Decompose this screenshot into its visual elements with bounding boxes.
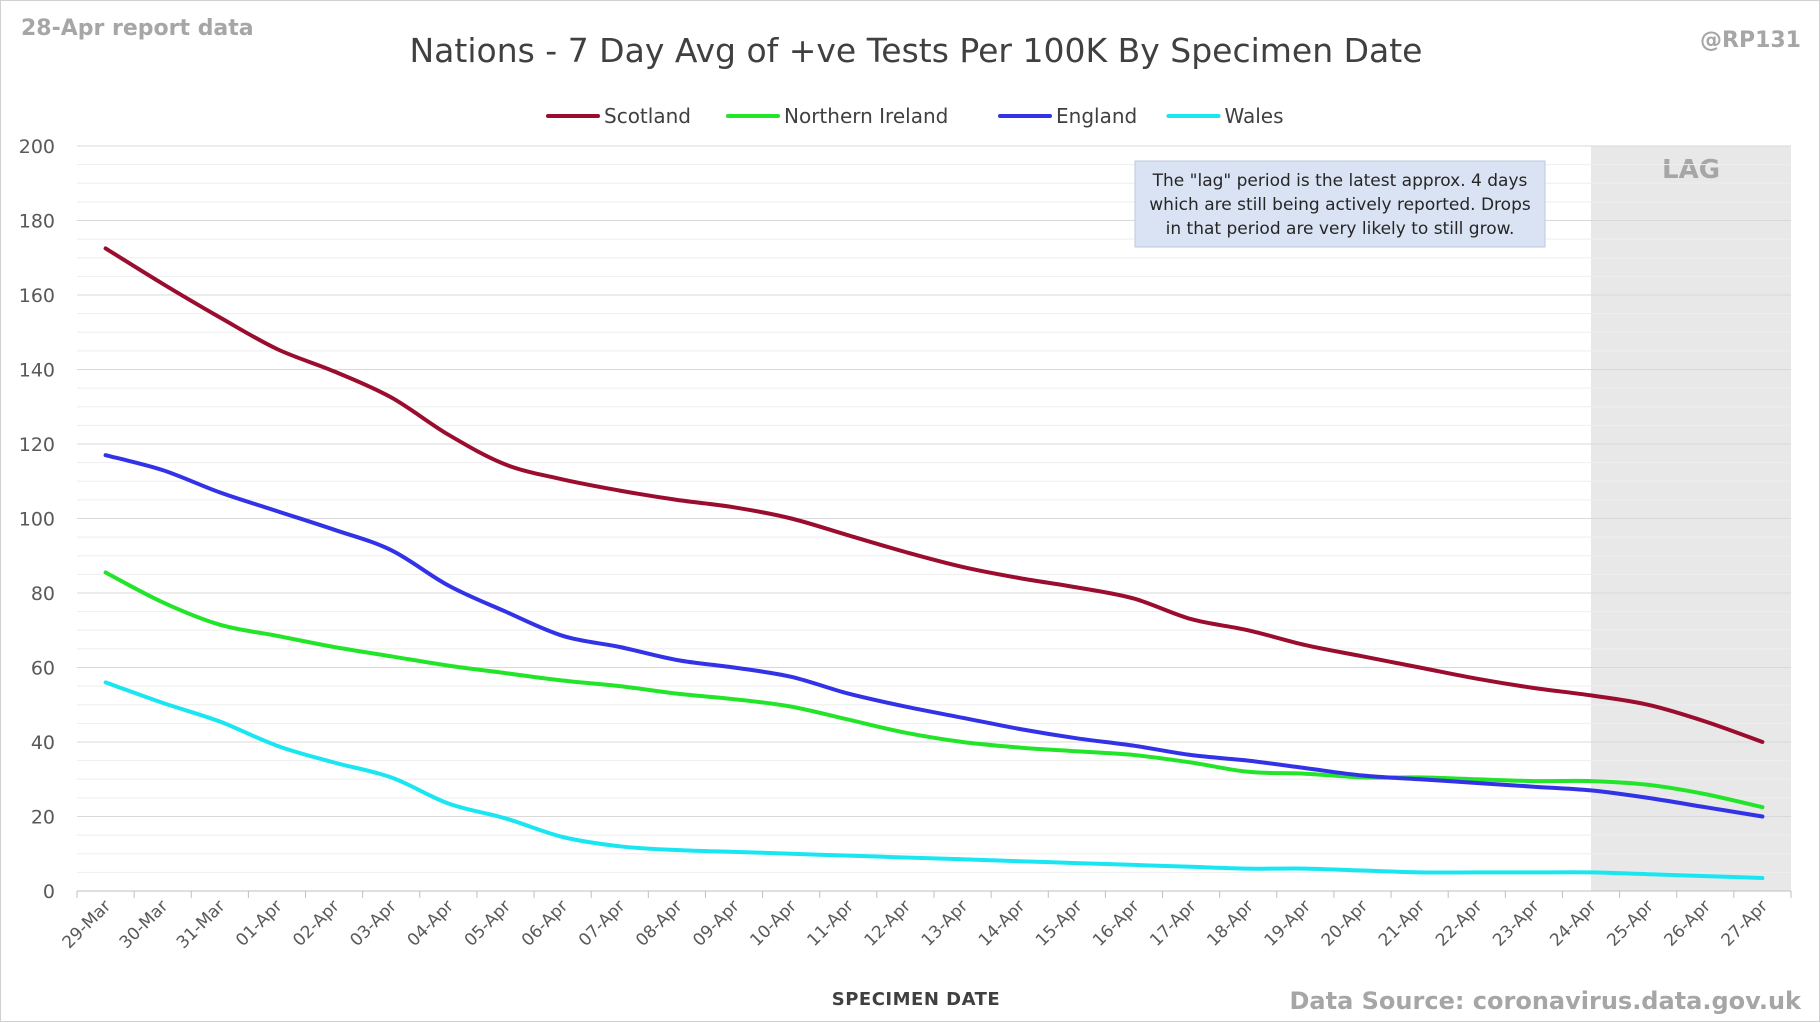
x-axis-label: SPECIMEN DATE [832, 989, 1000, 1010]
x-tick-label: 29-Mar [59, 896, 115, 952]
y-tick-label: 200 [19, 136, 55, 158]
legend-label-wales: Wales [1225, 104, 1284, 128]
x-tick-label: 11-Apr [804, 896, 858, 950]
data-source: Data Source: coronavirus.data.gov.uk [1290, 987, 1803, 1015]
x-tick-label: 16-Apr [1089, 896, 1143, 950]
report-label: 28-Apr report data [21, 16, 254, 41]
x-tick-label: 01-Apr [232, 896, 286, 950]
y-tick-label: 60 [31, 658, 55, 680]
y-tick-label: 80 [31, 583, 55, 605]
x-tick-label: 08-Apr [632, 896, 686, 950]
series-line-wales [103, 680, 1765, 880]
x-tick-label: 07-Apr [575, 896, 629, 950]
x-tick-label: 14-Apr [975, 896, 1029, 950]
x-tick-label: 27-Apr [1718, 896, 1772, 950]
y-tick-label: 20 [31, 807, 55, 829]
y-tick-label: 0 [43, 881, 55, 903]
chart-title: Nations - 7 Day Avg of +ve Tests Per 100… [410, 31, 1423, 70]
note-line-3: in that period are very likely to still … [1166, 219, 1515, 239]
x-tick-label: 03-Apr [346, 896, 400, 950]
note-line-2: which are still being actively reported.… [1149, 195, 1531, 215]
x-tick-label: 09-Apr [689, 896, 743, 950]
legend-label-scotland: Scotland [604, 104, 691, 128]
x-tick-label: 05-Apr [461, 896, 515, 950]
x-tick-label: 19-Apr [1261, 896, 1315, 950]
y-tick-label: 180 [19, 211, 55, 233]
x-tick-label: 18-Apr [1203, 896, 1257, 950]
x-tick-label: 15-Apr [1032, 896, 1086, 950]
x-tick-label: 24-Apr [1546, 896, 1600, 950]
x-tick-label: 02-Apr [289, 896, 343, 950]
x-tick-label: 25-Apr [1603, 896, 1657, 950]
note-line-1: The "lag" period is the latest approx. 4… [1152, 171, 1528, 191]
y-tick-label: 160 [19, 285, 55, 307]
x-tick-label: 06-Apr [518, 896, 572, 950]
x-tick-label: 31-Mar [173, 896, 229, 952]
lag-label: LAG [1662, 155, 1720, 185]
author-handle: @RP131 [1700, 28, 1801, 53]
x-tick-label: 22-Apr [1432, 896, 1486, 950]
x-tick-label: 23-Apr [1489, 896, 1543, 950]
y-tick-label: 140 [19, 360, 55, 382]
y-tick-label: 40 [31, 732, 55, 754]
x-tick-label: 12-Apr [861, 896, 915, 950]
lag-note: The "lag" period is the latest approx. 4… [1134, 160, 1546, 248]
series-line-scotland [103, 246, 1765, 744]
y-tick-label: 120 [19, 434, 55, 456]
legend: Scotland Northern Ireland England Wales [546, 104, 1284, 128]
x-tick-label: 21-Apr [1375, 896, 1429, 950]
y-tick-label: 100 [19, 509, 55, 531]
x-tick-label: 26-Apr [1661, 896, 1715, 950]
legend-label-northern-ireland: Northern Ireland [784, 104, 948, 128]
x-tick-label: 30-Mar [116, 896, 172, 952]
series-line-northern-ireland [103, 570, 1765, 810]
x-tick-label: 13-Apr [918, 896, 972, 950]
legend-label-england: England [1056, 104, 1137, 128]
x-tick-label: 10-Apr [746, 896, 800, 950]
x-tick-label: 04-Apr [404, 896, 458, 950]
x-tick-label: 17-Apr [1146, 896, 1200, 950]
note-box [1134, 160, 1546, 248]
series-line-england [103, 453, 1765, 819]
x-tick-label: 20-Apr [1318, 896, 1372, 950]
